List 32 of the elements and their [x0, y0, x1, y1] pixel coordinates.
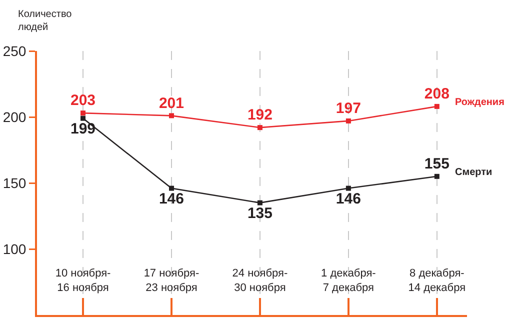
- point: [346, 186, 351, 191]
- point: [434, 104, 440, 109]
- point: [434, 174, 440, 179]
- point: [80, 110, 86, 116]
- series-label: Смерти: [455, 167, 492, 178]
- data-label: 155: [424, 156, 450, 173]
- point: [346, 118, 351, 124]
- data-label: 146: [158, 190, 184, 208]
- data-label: 197: [336, 100, 361, 118]
- data-label: 201: [158, 94, 184, 112]
- data-label: 199: [70, 120, 96, 138]
- x-tick-label: 10 ноября- 16 ноября: [55, 268, 112, 294]
- x-tick-label: 24 ноября- 30 ноября: [232, 268, 288, 294]
- y-tick-label: 250: [2, 42, 26, 59]
- point: [80, 116, 86, 121]
- data-label: 135: [247, 205, 272, 222]
- y-tick-label: 200: [2, 108, 26, 125]
- point: [168, 113, 174, 118]
- x-tick-label: 8 декабря- 14 декабря: [408, 268, 466, 294]
- y-tick-label: 100: [2, 240, 26, 257]
- series-label: Рождения: [455, 97, 505, 108]
- point: [168, 186, 174, 191]
- x-tick-label: 1 декабря- 7 декабря: [321, 268, 376, 294]
- y-tick-label: 150: [2, 174, 26, 191]
- data-label: 146: [336, 190, 361, 208]
- x-tick-label: 17 ноября- 23 ноября: [144, 268, 200, 294]
- point: [257, 125, 262, 130]
- data-label: 203: [70, 92, 96, 110]
- data-label: 208: [424, 86, 450, 103]
- data-label: 192: [247, 106, 272, 124]
- y-axis-title: Количество людей: [18, 9, 72, 33]
- point: [257, 200, 262, 206]
